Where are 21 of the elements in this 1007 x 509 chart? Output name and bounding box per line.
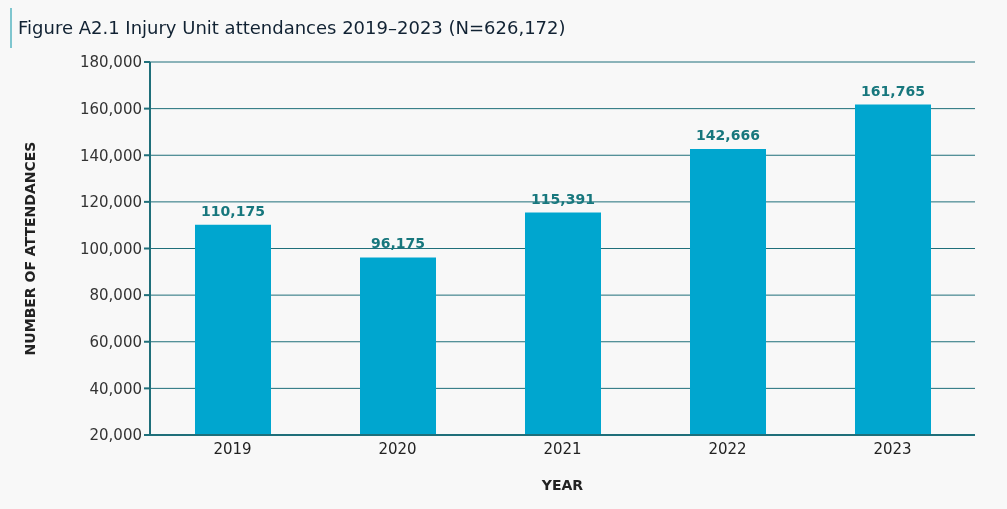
y-tick-label: 80,000: [89, 286, 142, 305]
y-tick-label: 140,000: [79, 146, 142, 165]
x-tick-label: 2021: [543, 439, 582, 458]
data-label: 161,765: [861, 82, 925, 99]
y-tick-label: 40,000: [89, 379, 142, 398]
y-tick-label: 100,000: [79, 239, 142, 258]
y-tick-label: 120,000: [79, 193, 142, 212]
chart-title: Figure A2.1 Injury Unit attendances 2019–2023 (N=626,172): [10, 8, 566, 48]
x-tick-label: 2019: [213, 439, 252, 458]
y-tick-label: 60,000: [89, 333, 142, 352]
x-tick-label: 2022: [708, 439, 747, 458]
data-label: 110,175: [201, 202, 265, 219]
x-axis-title: YEAR: [540, 477, 584, 493]
x-tick-label: 2020: [378, 439, 417, 458]
y-tick-label: 160,000: [79, 99, 142, 118]
data-label: 142,666: [696, 127, 760, 144]
y-tick-label: 20,000: [89, 426, 142, 445]
x-tick-label: 2023: [873, 439, 912, 458]
data-label: 96,175: [370, 235, 426, 252]
y-tick-label: 180,000: [79, 53, 142, 72]
y-axis-title: NUMBER OF ATTENDANCES: [21, 141, 38, 356]
